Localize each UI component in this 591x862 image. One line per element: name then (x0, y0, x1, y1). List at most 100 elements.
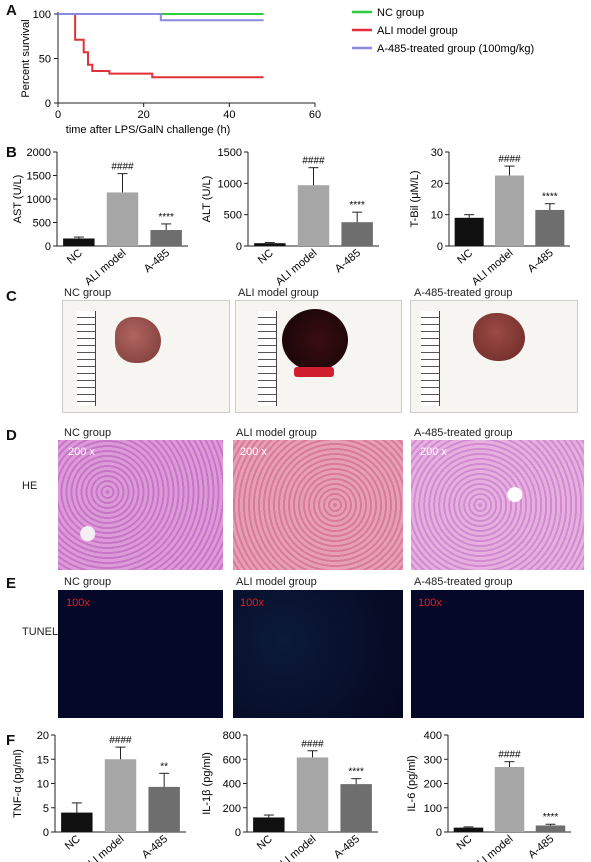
y-tick-label: 0 (235, 827, 241, 839)
legend-label-1: ALI model group (377, 25, 458, 37)
y-axis-title: IL-1β (pg/ml) (201, 752, 213, 815)
x-axis-title: time after LPS/GalN challenge (h) (66, 124, 230, 136)
category-label: ALI model (83, 247, 129, 288)
photo-label-c-a485: A-485-treated group (414, 287, 513, 299)
category-label: A-485 (526, 247, 556, 275)
bar-tnf-2 (148, 786, 180, 832)
significance-label: #### (302, 156, 325, 167)
photo-label-c-ali: ALI model group (238, 287, 319, 299)
y-tick-label: 10 (431, 210, 443, 222)
bar-ast-0 (63, 238, 95, 246)
photo-label-e-nc: NC group (64, 576, 112, 588)
y-axis-title: Percent survival (20, 19, 32, 97)
y-tick-label: 300 (424, 754, 442, 766)
y-tick-label: 500 (224, 210, 242, 222)
photo-label-d-a485: A-485-treated group (414, 427, 513, 439)
y-tick-label: 200 (424, 779, 442, 791)
y-tick-label: 100 (33, 9, 51, 21)
category-label: NC (455, 247, 475, 266)
tunel-photo-nc (58, 590, 223, 718)
bar-alt-0 (254, 243, 286, 246)
x-tick-label: 0 (55, 109, 61, 121)
y-tick-label: 0 (437, 241, 443, 253)
ruler (421, 311, 440, 406)
mag-label-d-ali: 200 x (240, 446, 267, 458)
legend-label-2: A-485-treated group (100mg/kg) (377, 43, 534, 55)
y-tick-label: 50 (39, 54, 51, 66)
bar-tnf-1 (104, 759, 137, 832)
y-tick-label: 500 (33, 218, 51, 230)
significance-label: #### (498, 750, 521, 761)
significance-label: **** (542, 192, 558, 203)
significance-label: #### (111, 162, 134, 173)
liver-photo-ali (235, 300, 402, 413)
y-axis-title: AST (U/L) (12, 175, 24, 224)
liver-photo-a485 (410, 300, 578, 413)
panel-letter-d: D (6, 427, 17, 444)
category-label: NC (255, 833, 275, 852)
category-label: A-485 (332, 833, 362, 861)
y-tick-label: 20 (37, 730, 49, 742)
panel-letter-c: C (6, 288, 17, 305)
category-label: NC (63, 833, 83, 852)
row-label-tunel: TUNEL (22, 626, 59, 638)
category-label: NC (455, 833, 475, 852)
category-label: NC (65, 247, 85, 266)
bar-tbil-2 (535, 209, 565, 246)
bar-il6-2 (535, 825, 566, 832)
y-tick-label: 600 (223, 754, 241, 766)
liver-ali (282, 309, 348, 371)
tunel-photo-ali (233, 590, 403, 718)
y-tick-label: 0 (45, 98, 51, 110)
significance-label: **** (543, 812, 559, 823)
ruler (77, 311, 96, 406)
mag-label-e-nc: 100x (66, 597, 90, 609)
survival-line-1 (58, 13, 264, 79)
photo-label-e-ali: ALI model group (236, 576, 317, 588)
y-tick-label: 200 (223, 803, 241, 815)
y-tick-label: 100 (424, 803, 442, 815)
bar-ast-2 (150, 230, 182, 246)
liver-nc (115, 317, 161, 363)
category-label: A-485 (140, 833, 170, 861)
x-tick-label: 60 (309, 109, 321, 121)
y-tick-label: 1500 (27, 171, 51, 183)
photo-label-d-ali: ALI model group (236, 427, 317, 439)
category-label: NC (256, 247, 276, 266)
y-tick-label: 30 (431, 147, 443, 159)
category-label: ALI model (273, 833, 319, 862)
y-tick-label: 5 (43, 803, 49, 815)
bar-il1b-0 (253, 817, 285, 832)
significance-label: **** (158, 212, 174, 223)
y-tick-label: 0 (43, 827, 49, 839)
category-label: ALI model (81, 833, 127, 862)
y-tick-label: 0 (436, 827, 442, 839)
bar-il1b-2 (340, 784, 372, 832)
panel-letter-b: B (6, 144, 17, 161)
survival-line-2 (58, 13, 264, 22)
y-tick-label: 15 (37, 754, 49, 766)
y-tick-label: 400 (223, 779, 241, 791)
x-tick-label: 20 (138, 109, 150, 121)
he-photo-ali (233, 440, 403, 570)
y-tick-label: 20 (431, 178, 443, 190)
y-tick-label: 1000 (218, 178, 242, 190)
significance-label: ** (160, 761, 168, 772)
mag-label-e-ali: 100x (240, 597, 264, 609)
mag-label-d-nc: 200 x (68, 446, 95, 458)
category-label: ALI model (470, 833, 516, 862)
y-tick-label: 1500 (218, 147, 242, 159)
mag-label-e-a485: 100x (418, 597, 442, 609)
category-label: ALI model (470, 247, 516, 288)
y-axis-title: T-Bil (μM/L) (409, 170, 421, 227)
bar-tbil-1 (494, 175, 525, 246)
panel-letter-e: E (6, 575, 17, 592)
y-axis-title: TNF-α (pg/ml) (12, 749, 24, 818)
y-tick-label: 400 (424, 730, 442, 742)
legend-label-0: NC group (377, 7, 424, 19)
bar-alt-2 (341, 222, 373, 246)
significance-label: #### (301, 739, 324, 750)
category-label: A-485 (333, 247, 363, 275)
liver-a485 (473, 313, 525, 361)
